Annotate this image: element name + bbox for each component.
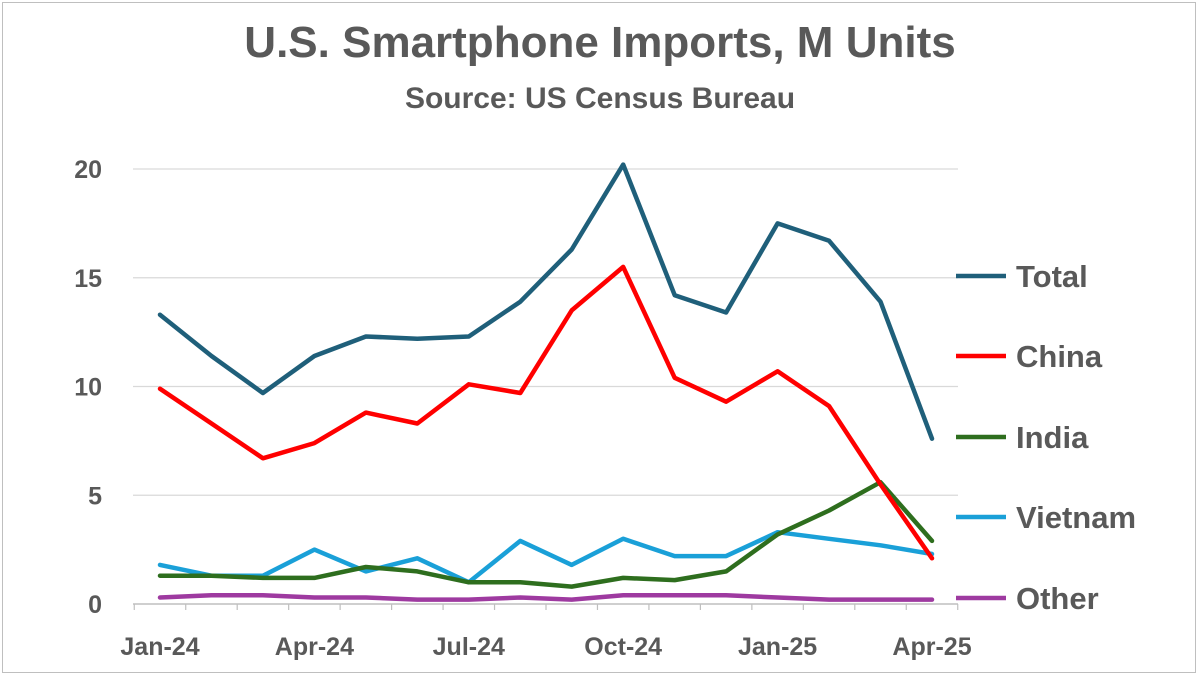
legend-label-china: China [1016, 339, 1103, 374]
chart-subtitle: Source: US Census Bureau [404, 82, 796, 115]
legend-label-total: Total [1016, 259, 1088, 294]
legend-label-other: Other [1016, 581, 1099, 616]
y-tick-label: 10 [74, 374, 102, 402]
series-line-india [157, 479, 935, 589]
y-tick-label: 5 [88, 482, 102, 510]
x-tick-label: Jan-24 [120, 633, 199, 661]
y-tick-label: 0 [88, 591, 102, 619]
y-tick-label: 20 [74, 156, 102, 184]
legend-label-vietnam: Vietnam [1016, 500, 1136, 535]
legend-label-india: India [1016, 420, 1089, 455]
series-line-vietnam [157, 529, 935, 585]
chart-title: U.S. Smartphone Imports, M Units [244, 18, 956, 67]
y-tick-label: 15 [74, 265, 102, 293]
x-tick-label: Jul-24 [433, 633, 505, 661]
x-tick-label: Apr-24 [275, 633, 354, 661]
x-tick-label: Jan-25 [738, 633, 817, 661]
x-tick-label: Oct-24 [584, 633, 662, 661]
series-line-china [157, 264, 935, 561]
series-line-other [157, 593, 935, 602]
gridlines [133, 168, 958, 496]
legend: Total China India Vietnam Other [956, 259, 1136, 616]
series-lines [157, 162, 935, 602]
series-line-total [157, 162, 935, 441]
axes: 0 5 10 15 20 Jan-24 Apr-24 Jul-24 Oct-24 Jan-25 Ap… [74, 156, 972, 661]
x-tick-label: Apr-25 [892, 633, 971, 661]
